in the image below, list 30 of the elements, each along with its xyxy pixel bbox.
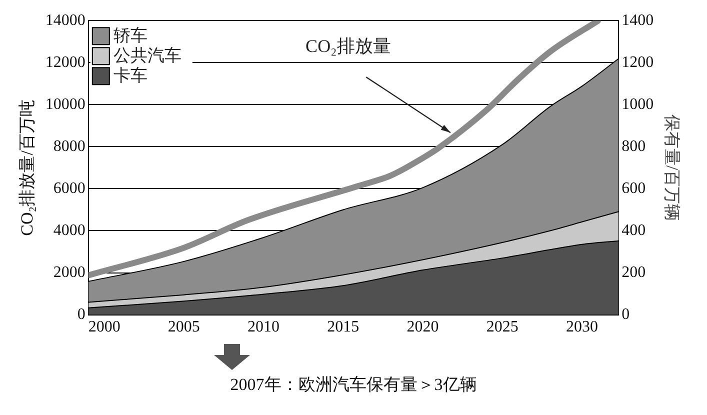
y-tick-label: 6000 xyxy=(53,180,86,197)
y2-tick-label: 400 xyxy=(622,222,646,239)
legend-label: 轿车 xyxy=(113,26,148,46)
legend-label: 公共汽车 xyxy=(113,46,182,66)
y-tick-label: 10000 xyxy=(45,96,86,113)
y-tick-label: 4000 xyxy=(53,222,86,239)
x-tick-label: 2030 xyxy=(566,318,598,336)
y2-tick-label: 1200 xyxy=(622,54,654,71)
annotation: CO₂排放量 xyxy=(306,36,391,56)
y2-tick-label: 1000 xyxy=(622,96,654,113)
y-axis-title: CO₂排放量/百万吨 xyxy=(18,100,37,236)
y2-axis-title: 保有量/百万辆 xyxy=(662,114,682,222)
x-tick-label: 2005 xyxy=(168,318,200,336)
y-tick-label: 12000 xyxy=(45,54,86,71)
x-tick-label: 2010 xyxy=(248,318,280,336)
x-tick-label: 2015 xyxy=(327,318,360,336)
y2-tick-label: 0 xyxy=(622,306,630,324)
y-tick-label: 8000 xyxy=(53,138,86,155)
y2-tick-label: 200 xyxy=(622,264,646,281)
y2-tick-label: 800 xyxy=(622,138,646,155)
y2-tick-label: 1400 xyxy=(622,12,654,29)
x-tick-label: 2020 xyxy=(406,318,439,336)
legend-label: 卡车 xyxy=(113,66,148,86)
x-tick-label: 2025 xyxy=(486,318,518,336)
text: 2007年：欧洲汽车保有量＞3亿辆 xyxy=(229,374,478,396)
y-tick-label: 2000 xyxy=(53,264,86,281)
y-tick-label: 0 xyxy=(77,306,86,324)
x-tick-label: 2000 xyxy=(88,318,120,336)
y-tick-label: 14000 xyxy=(45,12,86,29)
y2-tick-label: 600 xyxy=(622,180,646,197)
